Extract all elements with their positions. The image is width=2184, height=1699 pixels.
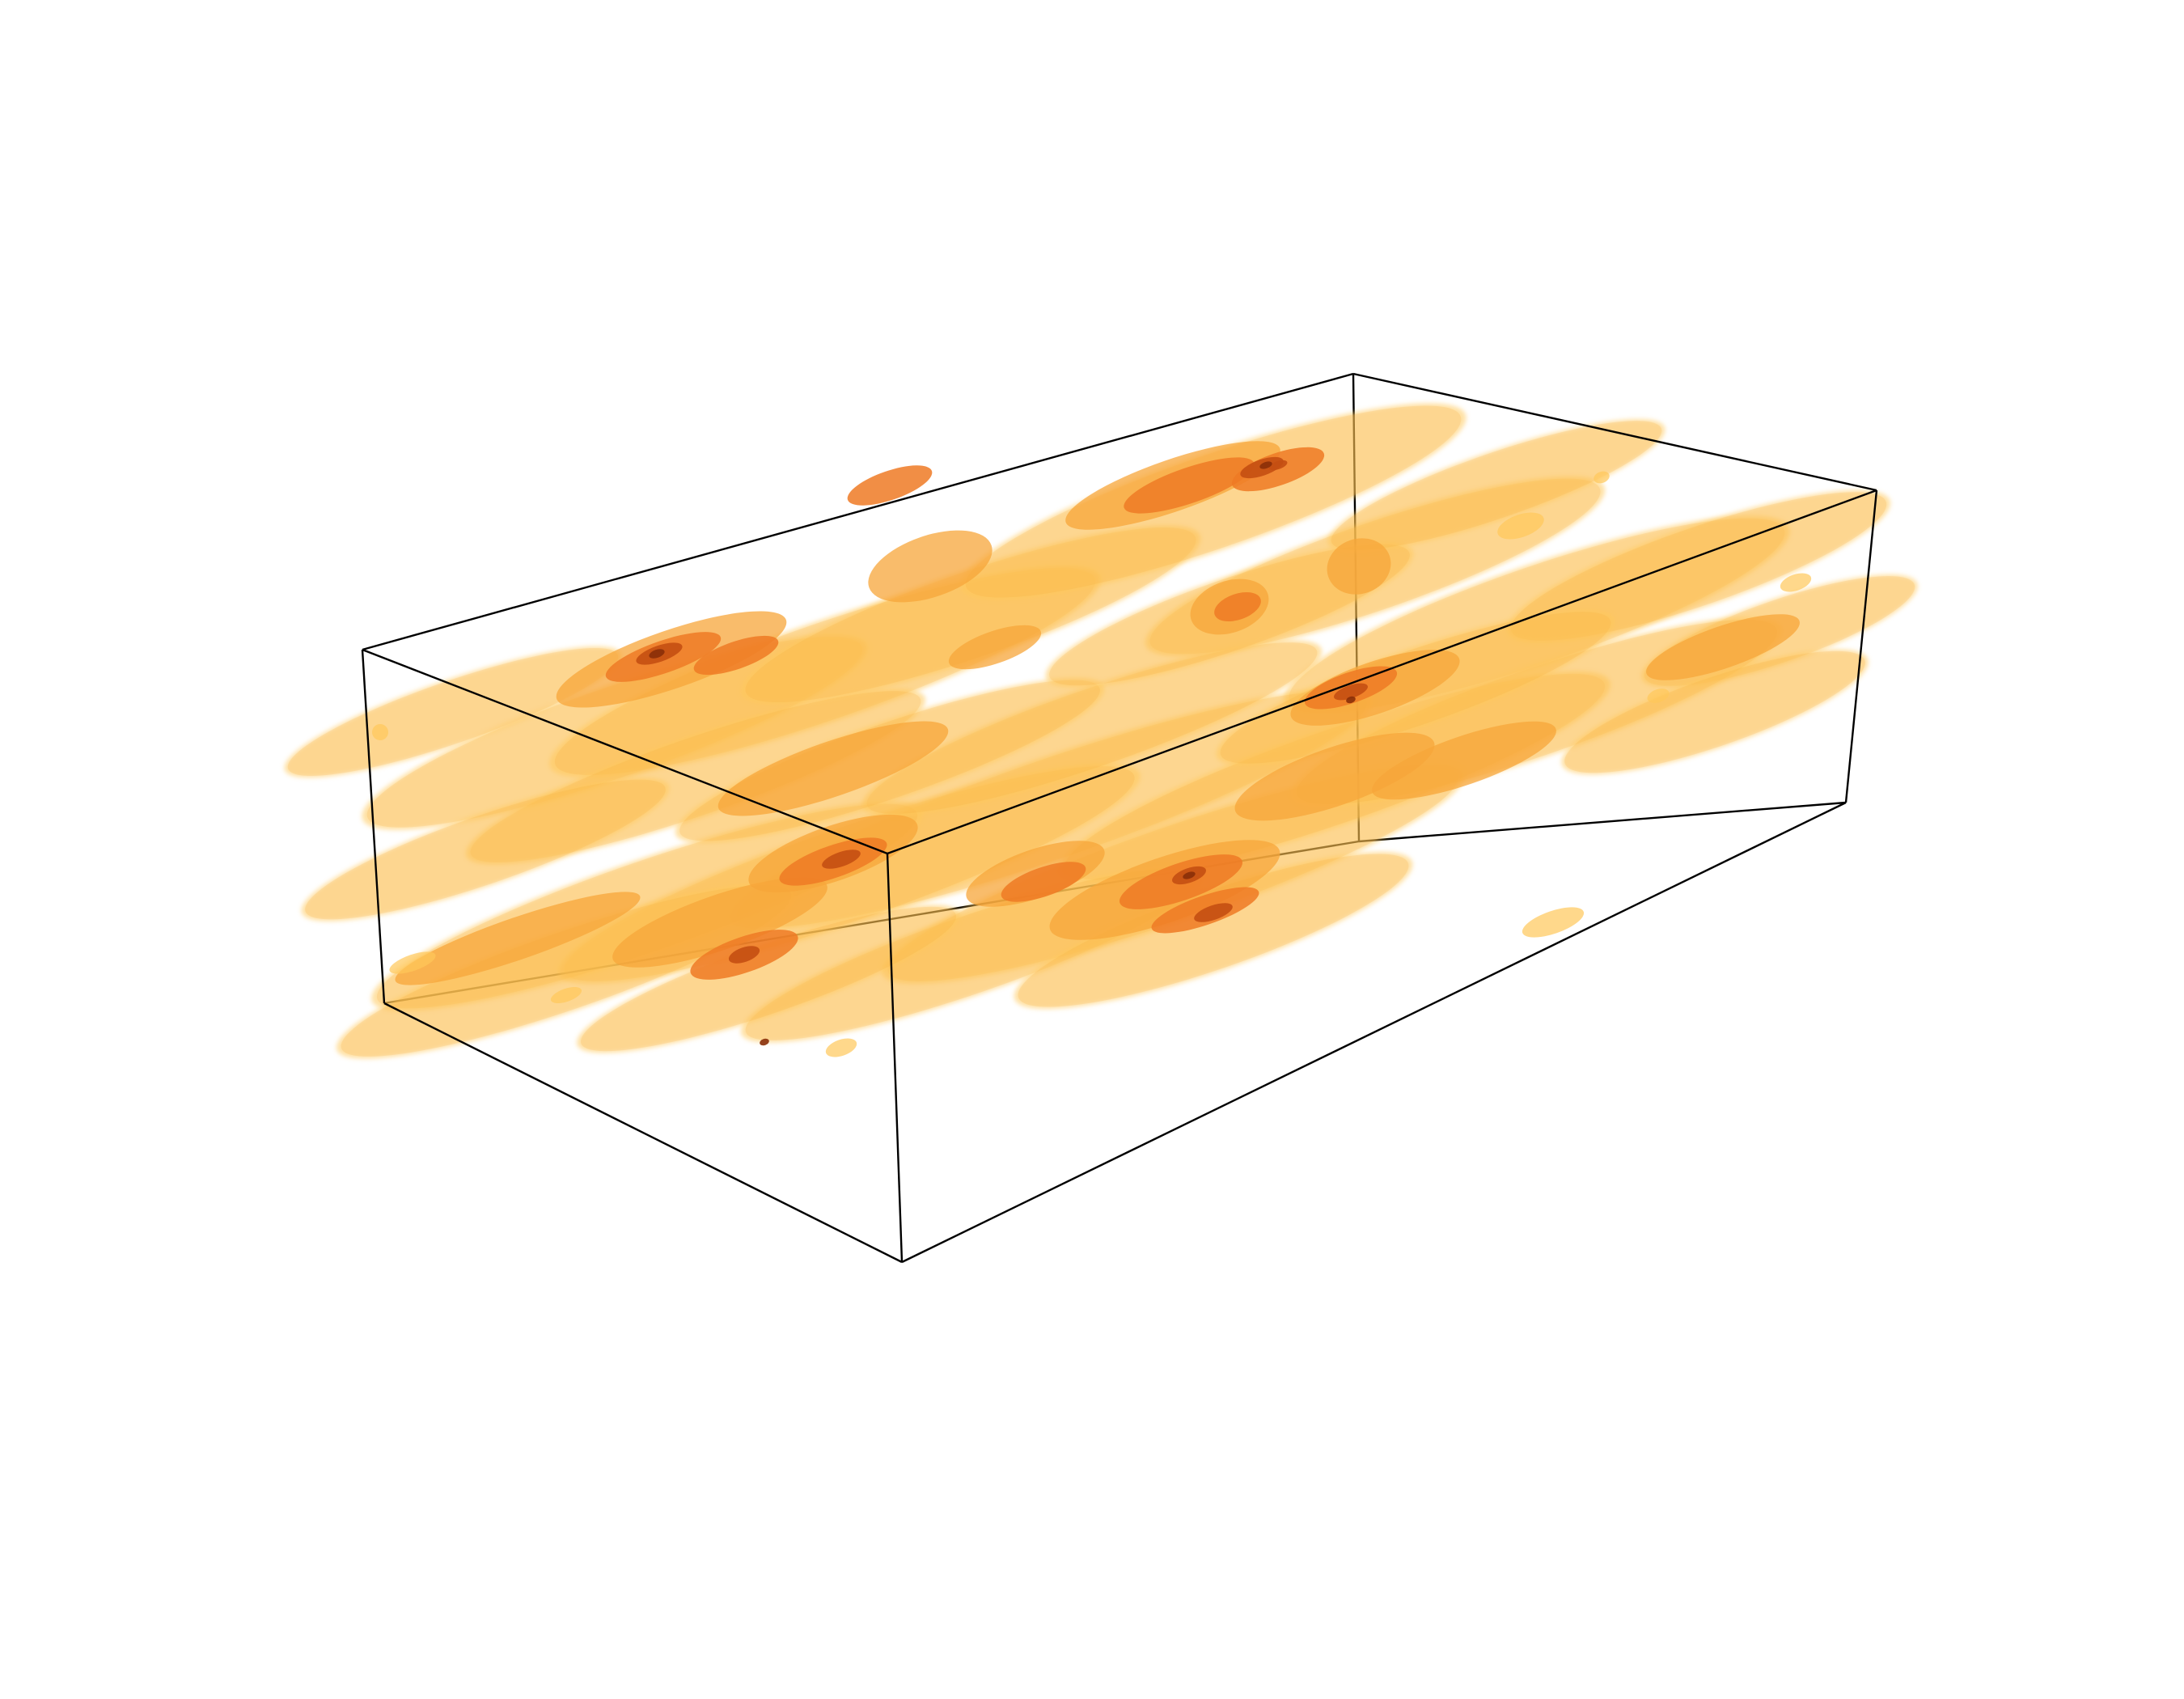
isosurface-blob <box>847 465 933 506</box>
isosurface-blob <box>301 777 670 922</box>
isosurface-blob <box>1327 419 1666 552</box>
isosurface-blob <box>693 635 779 676</box>
isosurface-blob <box>1014 852 1413 1009</box>
isosurface-blob <box>825 1038 857 1057</box>
isosurface-blob <box>822 850 861 869</box>
isosurface-blob <box>1334 683 1368 701</box>
isosurface-blob <box>612 877 827 968</box>
isosurface-blob <box>1522 907 1585 938</box>
isosurface-blob <box>960 403 1467 600</box>
box-edge <box>1352 372 1877 492</box>
isosurface-blob <box>1346 696 1356 704</box>
isosurface-blob <box>305 779 666 920</box>
isosurface-blob <box>728 946 760 964</box>
isosurface-blob <box>1647 688 1670 703</box>
box-edge <box>886 853 904 1263</box>
box-front-edges <box>361 372 1878 1264</box>
isosurface-blob <box>389 951 436 974</box>
isosurface-blob <box>1001 862 1086 902</box>
isosurface-blob <box>717 721 949 816</box>
isosurface-blob <box>1331 421 1662 550</box>
isosurface-blob <box>948 625 1042 670</box>
isosurface-blob <box>760 1038 769 1046</box>
isosurface-blob <box>1564 650 1865 773</box>
isosurface-blob <box>1780 573 1812 592</box>
box-edge <box>362 372 1354 651</box>
isosurface-blob <box>965 405 1462 598</box>
box-edge <box>887 489 1877 855</box>
isosurface-blob <box>550 987 582 1003</box>
isosurface-blob <box>1507 489 1890 643</box>
isosurface-blobs <box>284 403 1918 1059</box>
isosurface-blob <box>1594 471 1610 484</box>
box-edge <box>361 649 386 1004</box>
isosurface-blob <box>1372 721 1556 800</box>
isosurface-blob <box>577 905 960 1053</box>
isosurface-blob <box>1561 649 1869 775</box>
box-edge <box>1358 801 1847 843</box>
isosurface-blob <box>1497 512 1544 540</box>
isosurface-blob <box>1183 871 1196 879</box>
box-edge <box>383 1002 903 1264</box>
isosurface-blob <box>1327 538 1391 595</box>
isosurface-blob <box>395 892 641 985</box>
box-edge <box>901 801 1847 1264</box>
isosurface-blob <box>649 649 665 659</box>
isosurface-blob <box>372 724 388 740</box>
isosurface-blob <box>861 640 1323 816</box>
box-edge <box>362 648 888 855</box>
isosurface-blob <box>287 647 619 777</box>
box-edge <box>1844 489 1878 803</box>
isosurface-blob <box>1259 461 1272 469</box>
isosurface-blob <box>868 530 993 603</box>
isosurface-blob <box>1214 591 1261 622</box>
isosurface-blob <box>866 642 1318 814</box>
isosurface-blob <box>1124 457 1255 514</box>
isosurface-blob <box>1268 460 1288 471</box>
isosurface-blob <box>1194 903 1233 922</box>
isosurface-blob <box>580 906 957 1052</box>
isosurface-blob <box>1234 732 1435 821</box>
isosurface-blob <box>1510 492 1887 641</box>
isosurface-blob <box>1018 854 1409 1007</box>
isosurface-blob <box>1646 614 1800 680</box>
